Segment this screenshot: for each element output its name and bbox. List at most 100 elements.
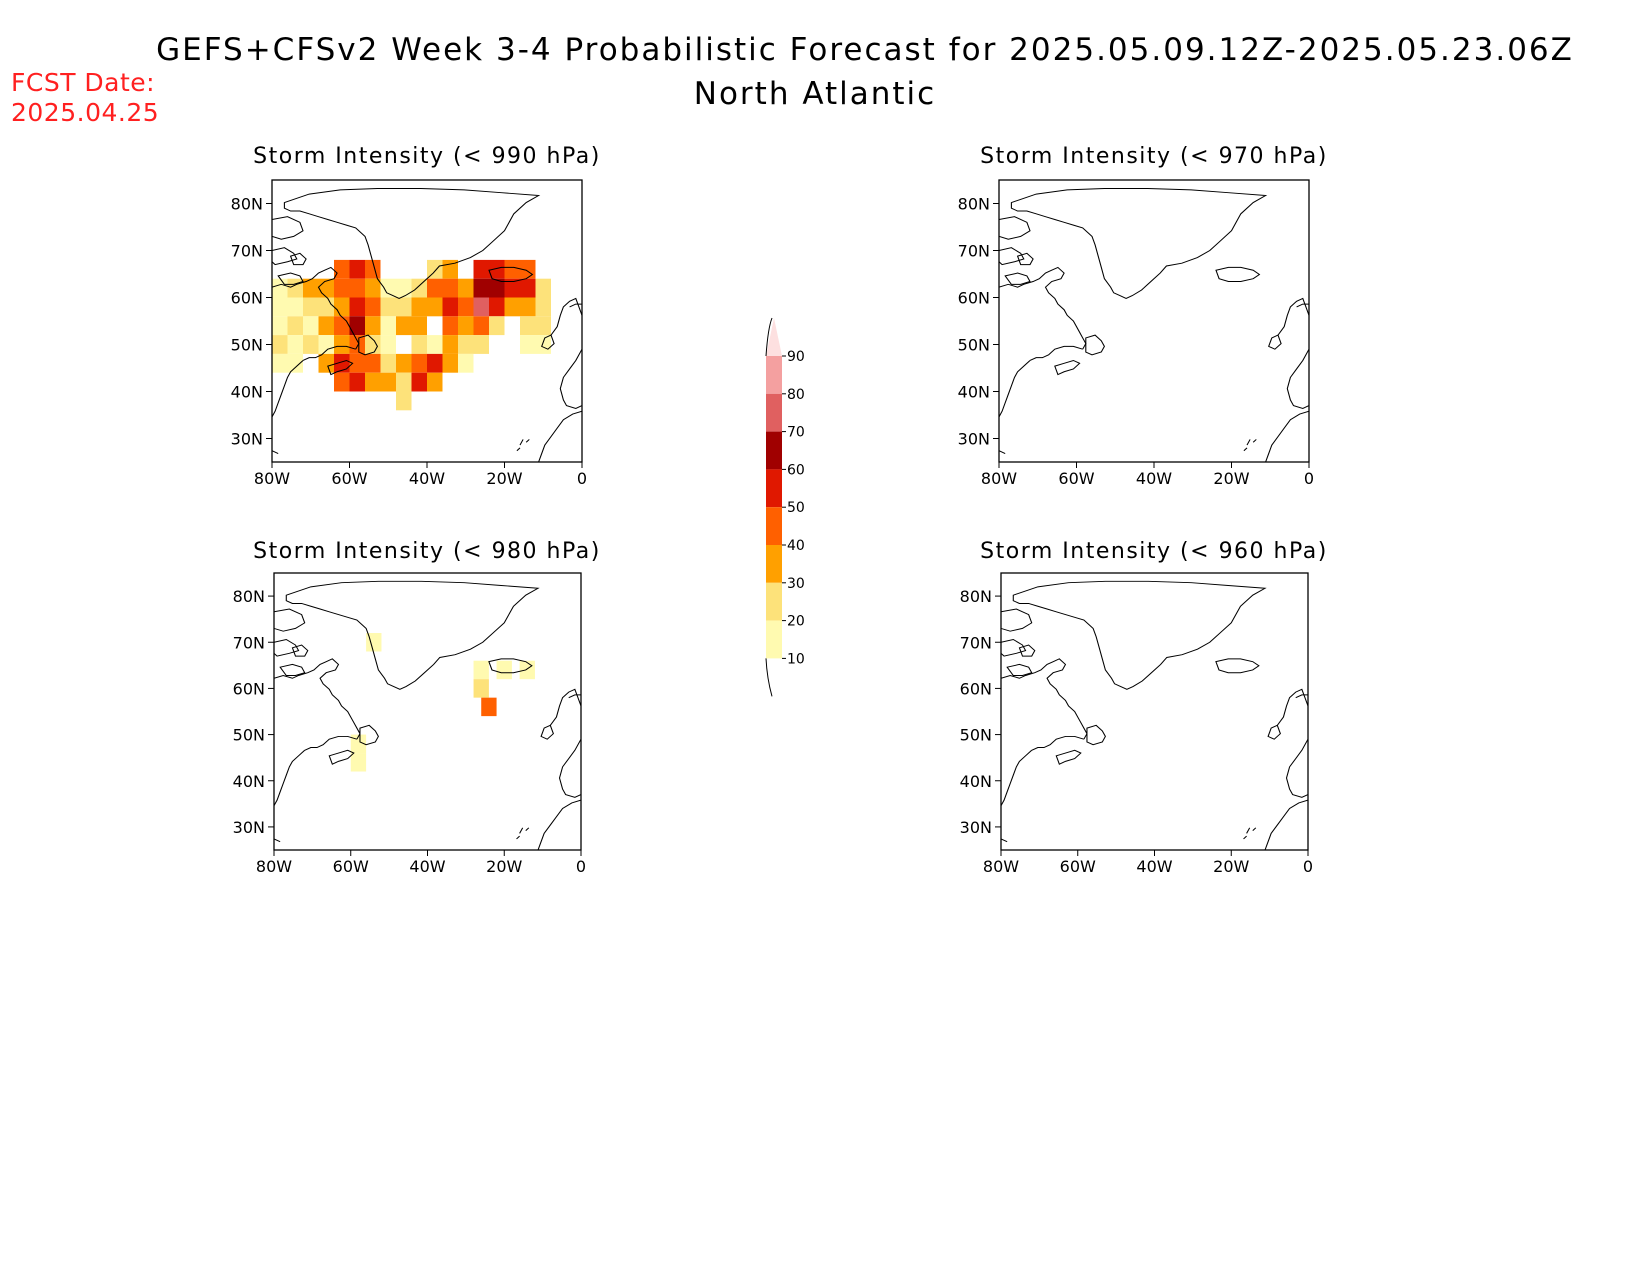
probability-cell (380, 353, 396, 373)
probability-cell (520, 335, 536, 354)
colorbar-tick-label: 80 (787, 387, 805, 403)
lat-tick-label: 50N (958, 336, 990, 355)
probability-cell (334, 353, 350, 373)
probability-cell (365, 353, 381, 373)
map-frame (273, 572, 582, 851)
panel-970hpa: Storm Intensity (< 970 hPa) 80N 70N 60N 50N… (958, 144, 1327, 488)
probability-cell (396, 316, 412, 336)
probability-cell (458, 316, 474, 336)
colorbar-bottom-edge (765, 658, 773, 697)
probability-cell (520, 316, 536, 336)
probability-cell (334, 316, 350, 336)
panel-title: Storm Intensity (< 960 hPa) (980, 539, 1328, 564)
probability-cell (303, 316, 319, 336)
probability-cell (287, 353, 303, 373)
coastline-map (999, 187, 1309, 462)
lat-tick-label: 70N (233, 633, 265, 652)
lon-tick-label: 40W (409, 469, 445, 488)
probability-cell (496, 660, 512, 680)
lon-tick-label: 0 (577, 469, 587, 488)
probability-cell (380, 335, 396, 354)
panel-960hpa: Storm Intensity (< 960 hPa) 80N 70N 60N 50N… (960, 539, 1328, 876)
probability-cell (287, 335, 303, 354)
lon-tick-label: 0 (1304, 469, 1314, 488)
probability-cell (272, 297, 288, 317)
fcst-date-value: 2025.04.25 (11, 98, 160, 127)
lon-tick-label: 20W (486, 469, 522, 488)
lat-tick-label: 50N (960, 726, 992, 745)
probability-cell (442, 316, 458, 336)
colorbar-top-edge (765, 317, 773, 357)
lat-tick-label: 60N (958, 289, 990, 308)
probability-cell (272, 353, 288, 373)
lat-tick-label: 60N (233, 679, 265, 698)
lat-tick-label: 30N (960, 818, 992, 837)
probability-cell (334, 278, 350, 298)
lon-tick-label: 60W (1058, 469, 1094, 488)
lat-tick-label: 70N (231, 242, 263, 261)
colorbar-tick-label: 10 (787, 651, 805, 667)
probability-cell (473, 278, 489, 298)
lat-tick-label: 80N (231, 195, 263, 214)
probability-cell (380, 297, 396, 317)
probability-cell (380, 278, 396, 298)
probability-cell (458, 335, 474, 354)
probability-cell (349, 372, 365, 392)
probability-cell (411, 297, 427, 317)
colorbar-tick-label: 60 (787, 462, 805, 478)
probability-cell (350, 734, 367, 754)
probability-cell (396, 278, 412, 298)
probability-cell (442, 297, 458, 317)
probability-cell (380, 316, 396, 336)
probability-cell (365, 297, 381, 317)
probability-cell (427, 372, 443, 392)
probability-cell (287, 297, 303, 317)
lon-tick-label: 80W (254, 469, 290, 488)
lat-tick-label: 60N (960, 679, 992, 698)
map-plot-area (272, 259, 551, 411)
probability-cell (520, 278, 536, 298)
lat-tick-label: 80N (233, 587, 265, 606)
probability-cell (365, 316, 381, 336)
probability-cell (350, 753, 367, 772)
probability-cell (489, 297, 505, 317)
probability-cell (303, 335, 319, 354)
probability-cell (318, 297, 334, 317)
colorbar-tick-label: 50 (787, 500, 805, 516)
panel-990hpa: Storm Intensity (< 990 hPa) 80N 70N 60N 50N… (231, 144, 600, 488)
probability-cell (504, 259, 520, 279)
probability-cell (427, 335, 443, 354)
probability-cell (349, 297, 365, 317)
lon-tick-label: 80W (256, 857, 292, 876)
probability-cell (473, 679, 489, 698)
probability-cell (318, 316, 334, 336)
colorbar-tick-label: 90 (787, 349, 805, 365)
probability-cell (287, 316, 303, 336)
probability-cell (473, 297, 489, 317)
colorbar-segment (766, 545, 782, 583)
lon-tick-label: 80W (983, 857, 1019, 876)
probability-cell (519, 660, 535, 680)
lon-tick-label: 60W (333, 857, 369, 876)
probability-cell (396, 391, 412, 411)
probability-cell (481, 697, 497, 717)
region-subtitle: North Atlantic (693, 76, 937, 112)
colorbar-segment (766, 431, 782, 470)
probability-cell (349, 259, 365, 279)
lon-tick-label: 40W (1136, 857, 1172, 876)
probability-cell (411, 353, 427, 373)
probability-cell (489, 278, 505, 298)
lat-tick-label: 50N (233, 726, 265, 745)
lon-tick-label: 0 (576, 857, 586, 876)
probability-cell (365, 335, 381, 354)
lon-tick-label: 20W (1213, 469, 1249, 488)
lat-tick-label: 40N (958, 383, 990, 402)
probability-cell (349, 335, 365, 354)
probability-cell (365, 372, 381, 392)
probability-cell (287, 278, 303, 298)
lon-tick-label: 40W (1136, 469, 1172, 488)
map-plot-area (350, 633, 535, 772)
probability-cell (442, 278, 458, 298)
probability-cell (489, 259, 505, 279)
